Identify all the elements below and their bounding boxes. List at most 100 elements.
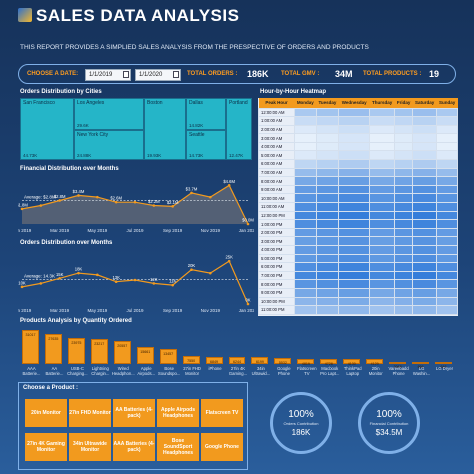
product-bar[interactable]: 4129 bbox=[366, 359, 384, 366]
product-bar[interactable]: 23975 bbox=[67, 337, 85, 364]
data-point[interactable] bbox=[96, 273, 99, 277]
product-bar[interactable]: 23217 bbox=[90, 338, 108, 364]
data-point[interactable] bbox=[77, 271, 80, 275]
data-point[interactable] bbox=[96, 195, 99, 199]
data-point[interactable] bbox=[114, 200, 118, 204]
data-point[interactable] bbox=[152, 204, 156, 207]
data-point[interactable] bbox=[227, 184, 231, 187]
product-bar[interactable]: 27635 bbox=[44, 333, 62, 364]
calendar-icon[interactable] bbox=[123, 71, 129, 78]
data-point[interactable] bbox=[39, 204, 43, 207]
data-point[interactable] bbox=[209, 195, 212, 199]
product-bar[interactable]: 15661 bbox=[136, 346, 154, 364]
treemap-cell[interactable]: San Francisco 44.73K bbox=[20, 98, 74, 160]
bar-value-label: 7550 bbox=[187, 358, 196, 363]
data-point[interactable] bbox=[209, 271, 212, 275]
product-select-button[interactable]: 20in Monitor bbox=[25, 399, 67, 427]
heatmap-cell bbox=[411, 150, 438, 161]
date-from-input[interactable]: 1/1/2019 bbox=[85, 69, 131, 81]
heatmap-cell bbox=[411, 219, 438, 229]
product-bar[interactable]: 646 bbox=[435, 362, 452, 369]
product-bar[interactable]: 5532 bbox=[274, 357, 292, 365]
heatmap-cell bbox=[294, 287, 317, 298]
heatmap-cell bbox=[294, 245, 317, 255]
product-bar[interactable]: 2068 bbox=[389, 361, 407, 369]
calendar-icon[interactable] bbox=[173, 71, 179, 78]
heatmap-cell bbox=[394, 150, 413, 161]
heatmap-cell bbox=[411, 236, 438, 246]
heatmap-cell bbox=[315, 167, 340, 178]
treemap-cell[interactable]: Los Angeles 29.6K bbox=[74, 98, 144, 130]
kpi-percent: 100% bbox=[376, 409, 402, 420]
data-point[interactable] bbox=[227, 259, 231, 263]
product-select-button[interactable]: 34in Ultrawide Monitor bbox=[69, 433, 111, 461]
heatmap-cell bbox=[315, 279, 340, 289]
product-select-button[interactable]: AAA Batteries (4-pack) bbox=[113, 433, 155, 461]
product-select-button[interactable]: Flatscreen TV bbox=[201, 399, 243, 427]
treemap-cell[interactable]: Seattle 14.73K bbox=[186, 130, 226, 160]
heatmap-hour-label: 9:00:00 AM bbox=[258, 184, 295, 195]
treemap-cell[interactable]: New York City 24.88K bbox=[74, 130, 144, 160]
product-bar[interactable]: 4728 bbox=[320, 358, 338, 366]
heatmap-cell bbox=[315, 133, 340, 143]
bar-category-label: AA Batterie... bbox=[45, 366, 64, 376]
heatmap-header: Saturday bbox=[412, 98, 437, 108]
bar-category-label: Lightning Chargin... bbox=[91, 366, 110, 376]
product-bar[interactable]: 4130 bbox=[343, 359, 361, 366]
data-point[interactable] bbox=[20, 207, 24, 211]
product-select-button[interactable]: Google Phone bbox=[201, 433, 243, 461]
data-point[interactable] bbox=[58, 199, 61, 202]
treemap-cell[interactable]: Dallas 14.82K bbox=[186, 98, 226, 130]
product-bar[interactable]: 13457 bbox=[159, 349, 177, 364]
heatmap-hour-label: 10:00:00 PM bbox=[258, 296, 295, 307]
kpi-value: $34.5M bbox=[375, 428, 403, 437]
product-bar[interactable]: 31017 bbox=[22, 330, 39, 364]
data-point[interactable] bbox=[20, 285, 24, 289]
product-bar[interactable]: 6244 bbox=[228, 357, 246, 364]
heatmap-cell bbox=[368, 202, 396, 212]
product-select-button[interactable]: Apple Airpods Headphones bbox=[157, 399, 199, 427]
date-to-input[interactable]: 1/1/2020 bbox=[135, 69, 181, 81]
heatmap-cell bbox=[368, 116, 396, 126]
product-bar[interactable]: 666 bbox=[412, 362, 430, 369]
product-bar[interactable]: 4819 bbox=[297, 358, 315, 366]
product-select-button[interactable]: AA Batteries (4-pack) bbox=[113, 399, 155, 427]
data-point[interactable] bbox=[246, 222, 250, 226]
heatmap-cell bbox=[436, 219, 458, 229]
treemap-cell[interactable]: Boston 19.93K bbox=[144, 98, 186, 160]
heatmap-hour-label: 7:00:00 AM bbox=[258, 167, 295, 178]
products-label: TOTAL PRODUCTS : bbox=[363, 71, 422, 77]
product-select-button[interactable]: Bose SoundSport Headphones bbox=[157, 433, 199, 461]
data-point[interactable] bbox=[190, 191, 193, 195]
heatmap-cell bbox=[394, 124, 413, 135]
heatmap-cell bbox=[294, 210, 317, 221]
data-point[interactable] bbox=[152, 282, 156, 285]
heatmap-cell bbox=[338, 141, 370, 152]
data-point[interactable] bbox=[77, 194, 80, 197]
heatmap-cell bbox=[315, 253, 340, 264]
data-point[interactable] bbox=[58, 276, 61, 280]
product-select-button[interactable]: 27in 4K Gaming Monitor bbox=[25, 433, 67, 461]
heatmap-cell bbox=[315, 287, 340, 298]
product-bar[interactable]: 7550 bbox=[182, 355, 200, 364]
data-point[interactable] bbox=[39, 282, 43, 285]
data-point[interactable] bbox=[190, 268, 193, 272]
data-point[interactable] bbox=[133, 200, 137, 204]
data-point[interactable] bbox=[133, 278, 137, 282]
product-bar[interactable]: 6849 bbox=[205, 356, 223, 364]
heatmap-cell bbox=[315, 116, 340, 126]
data-point[interactable] bbox=[114, 280, 118, 284]
heatmap-cell bbox=[294, 133, 317, 143]
product-bar[interactable]: 20557 bbox=[113, 341, 131, 364]
data-label: $1.8M bbox=[18, 202, 28, 207]
bar-category-label: AAA Batterie... bbox=[22, 366, 41, 376]
heatmap-cell bbox=[394, 167, 413, 178]
data-point[interactable] bbox=[171, 205, 174, 208]
product-select-button[interactable]: 27in FHD Monitor bbox=[69, 399, 111, 427]
heatmap-cell bbox=[436, 150, 458, 161]
data-point[interactable] bbox=[246, 302, 250, 306]
heatmap-cell bbox=[411, 184, 438, 195]
treemap-cell[interactable]: Portland 12.47K bbox=[226, 98, 252, 160]
product-bar[interactable]: 6199 bbox=[251, 357, 269, 364]
data-point[interactable] bbox=[171, 283, 174, 287]
